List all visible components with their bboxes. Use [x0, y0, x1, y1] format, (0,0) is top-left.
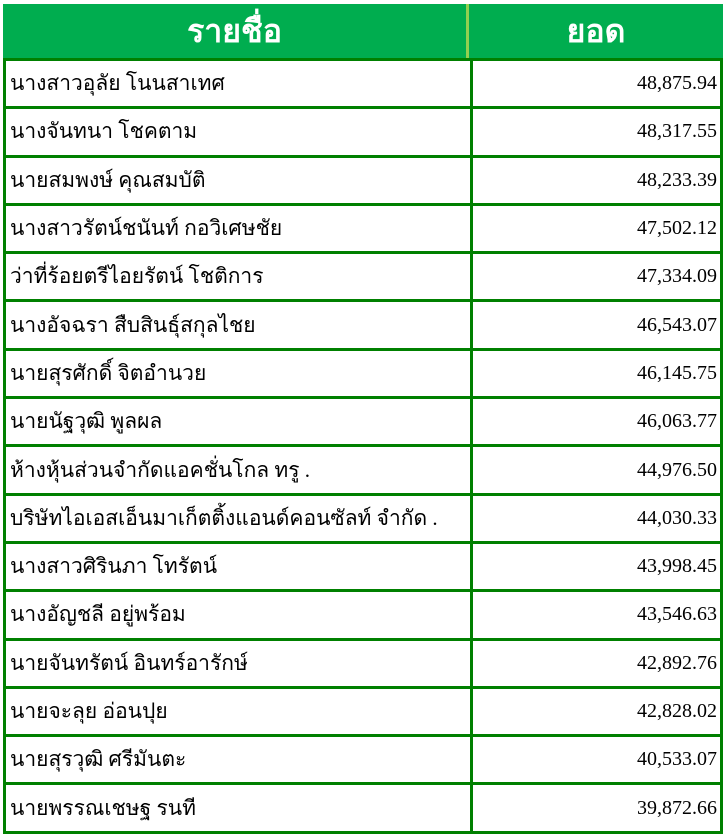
table-row: ห้างหุ้นส่วนจำกัดแอคชั่นโกล ทรู . 44,976.…: [6, 447, 720, 496]
amount-cell: 43,546.63: [637, 603, 717, 626]
amount-cell: 40,533.07: [637, 748, 717, 771]
table-row: นางสาวอุลัย โนนสาเทศ 48,875.94: [6, 61, 720, 110]
name-cell: นายสมพงษ์ คุณสมบัติ: [6, 157, 473, 203]
amount-cell: 42,892.76: [637, 651, 717, 674]
table-body: นางสาวอุลัย โนนสาเทศ 48,875.94 นางจันทนา โ…: [3, 58, 723, 834]
amount-cell: 44,030.33: [637, 506, 717, 529]
name-cell: ห้างหุ้นส่วนจำกัดแอคชั่นโกล ทรู .: [6, 447, 473, 493]
name-cell: นางอัจฉรา สืบสินธุ์สกุลไชย: [6, 302, 473, 348]
amount-cell: 39,872.66: [637, 796, 717, 819]
name-cell: นางสาวอุลัย โนนสาเทศ: [6, 61, 473, 107]
name-cell: นางจันทนา โชคตาม: [6, 109, 473, 155]
amount-cell: 43,998.45: [637, 555, 717, 578]
amount-cell: 46,543.07: [637, 313, 717, 336]
sales-table: รายชื่อ ยอด นางสาวอุลัย โนนสาเทศ 48,875.9…: [3, 4, 723, 834]
name-cell: นายนัฐวุฒิ พูลผล: [6, 399, 473, 445]
table-row: บริษัทไอเอสเอ็นมาเก็ตติ้งแอนด์คอนซัลท์ จ…: [6, 495, 720, 544]
table-row: ว่าที่ร้อยตรีไอยรัตน์ โชติการ 47,334.09: [6, 254, 720, 303]
table-row: นางอัญชลี อยู่พร้อม 43,546.63: [6, 592, 720, 641]
table-row: นายสมพงษ์ คุณสมบัติ 48,233.39: [6, 157, 720, 206]
table-row: นายพรรณเชษฐ รนที 39,872.66: [6, 785, 720, 831]
name-cell: นายจะลุย อ่อนปุย: [6, 688, 473, 735]
table-row: นายจันทรัตน์ อินทร์อารักษ์ 42,892.76: [6, 640, 720, 689]
amount-cell: 44,976.50: [637, 458, 717, 481]
table-row: นางจันทนา โชคตาม 48,317.55: [6, 109, 720, 158]
table-row: นายสุรวุฒิ ศรีมันตะ 40,533.07: [6, 737, 720, 786]
name-cell: นางอัญชลี อยู่พร้อม: [6, 592, 473, 638]
name-cell: นางสาวรัตน์ชนันท์ กอวิเศษชัย: [6, 205, 473, 252]
amount-cell: 48,233.39: [637, 168, 717, 191]
amount-cell: 46,145.75: [637, 361, 717, 384]
table-row: นายสุรศักดิ์ จิตอำนวย 46,145.75: [6, 350, 720, 400]
amount-cell: 47,502.12: [637, 217, 717, 240]
header-name: รายชื่อ: [3, 4, 469, 58]
table-header: รายชื่อ ยอด: [3, 4, 723, 58]
amount-cell: 48,317.55: [637, 120, 717, 143]
header-amount: ยอด: [566, 11, 626, 50]
table-row: นางสาวรัตน์ชนันท์ กอวิเศษชัย 47,502.12: [6, 205, 720, 255]
table-row: นายจะลุย อ่อนปุย 42,828.02: [6, 688, 720, 738]
amount-cell: 47,334.09: [637, 265, 717, 288]
amount-cell: 42,828.02: [637, 700, 717, 722]
amount-cell: 48,875.94: [637, 72, 717, 95]
name-cell: นายจันทรัตน์ อินทร์อารักษ์: [6, 640, 473, 686]
name-cell: นางสาวศิรินภา โทรัตน์: [6, 543, 473, 590]
name-cell: นายสุรศักดิ์ จิตอำนวย: [6, 350, 473, 397]
table-row: นายนัฐวุฒิ พูลผล 46,063.77: [6, 399, 720, 448]
name-cell: บริษัทไอเอสเอ็นมาเก็ตติ้งแอนด์คอนซัลท์ จ…: [6, 495, 473, 541]
name-cell: นายพรรณเชษฐ รนที: [6, 785, 473, 831]
name-cell: นายสุรวุฒิ ศรีมันตะ: [6, 737, 473, 783]
table-row: นางอัจฉรา สืบสินธุ์สกุลไชย 46,543.07: [6, 302, 720, 351]
amount-cell: 46,063.77: [637, 410, 717, 433]
name-cell: ว่าที่ร้อยตรีไอยรัตน์ โชติการ: [6, 254, 473, 300]
table-row: นางสาวศิรินภา โทรัตน์ 43,998.45: [6, 543, 720, 593]
